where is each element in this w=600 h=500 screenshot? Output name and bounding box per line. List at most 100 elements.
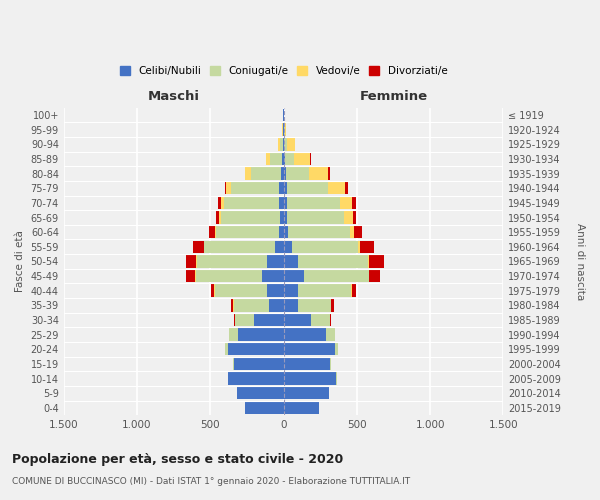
- Bar: [216, 226, 279, 238]
- Bar: [231, 299, 233, 312]
- Bar: [352, 196, 356, 209]
- Bar: [368, 255, 370, 268]
- Bar: [309, 168, 328, 180]
- Bar: [284, 328, 326, 341]
- Text: Popolazione per età, sesso e stato civile - 2020: Popolazione per età, sesso e stato civil…: [12, 452, 343, 466]
- Bar: [284, 182, 287, 194]
- Bar: [368, 270, 370, 282]
- Bar: [352, 284, 356, 297]
- Bar: [287, 212, 344, 224]
- Bar: [197, 255, 268, 268]
- Bar: [254, 314, 284, 326]
- Bar: [310, 153, 311, 165]
- Bar: [268, 255, 284, 268]
- Bar: [245, 402, 284, 414]
- Bar: [358, 240, 360, 253]
- Bar: [286, 168, 309, 180]
- Bar: [283, 138, 284, 150]
- Bar: [284, 387, 329, 400]
- Y-axis label: Fasce di età: Fasce di età: [15, 230, 25, 292]
- Bar: [360, 240, 374, 253]
- Bar: [284, 270, 304, 282]
- Legend: Celibi/Nubili, Coniugati/e, Vedovi/e, Divorziati/e: Celibi/Nubili, Coniugati/e, Vedovi/e, Di…: [116, 62, 451, 80]
- Bar: [205, 240, 275, 253]
- Bar: [228, 372, 284, 385]
- Bar: [221, 196, 224, 209]
- Bar: [284, 212, 287, 224]
- Bar: [287, 196, 340, 209]
- Bar: [284, 196, 287, 209]
- Bar: [245, 168, 251, 180]
- Bar: [304, 270, 368, 282]
- Bar: [284, 138, 287, 150]
- Bar: [196, 255, 197, 268]
- Bar: [268, 284, 284, 297]
- Bar: [284, 168, 286, 180]
- Bar: [262, 270, 284, 282]
- Bar: [292, 240, 358, 253]
- Bar: [234, 299, 269, 312]
- Bar: [280, 212, 284, 224]
- Bar: [344, 212, 353, 224]
- Bar: [284, 402, 319, 414]
- Bar: [354, 226, 362, 238]
- Bar: [280, 138, 283, 150]
- Bar: [328, 168, 330, 180]
- Bar: [251, 168, 281, 180]
- Bar: [351, 284, 352, 297]
- Bar: [285, 153, 294, 165]
- Bar: [284, 240, 292, 253]
- Bar: [284, 226, 288, 238]
- Bar: [311, 314, 330, 326]
- Bar: [345, 182, 348, 194]
- Bar: [196, 270, 262, 282]
- Bar: [281, 168, 284, 180]
- Bar: [282, 153, 284, 165]
- Bar: [298, 255, 368, 268]
- Bar: [233, 358, 234, 370]
- Bar: [195, 270, 196, 282]
- Bar: [219, 212, 221, 224]
- Bar: [370, 270, 380, 282]
- Bar: [279, 226, 284, 238]
- Bar: [284, 255, 298, 268]
- Bar: [229, 328, 238, 341]
- Bar: [209, 226, 215, 238]
- Bar: [228, 343, 284, 355]
- Bar: [284, 358, 331, 370]
- Text: Maschi: Maschi: [148, 90, 200, 104]
- Bar: [279, 196, 284, 209]
- Bar: [331, 299, 334, 312]
- Bar: [284, 343, 335, 355]
- Bar: [335, 343, 338, 355]
- Bar: [350, 226, 354, 238]
- Bar: [298, 299, 331, 312]
- Bar: [269, 299, 284, 312]
- Bar: [234, 314, 235, 326]
- Bar: [215, 226, 216, 238]
- Bar: [224, 196, 279, 209]
- Bar: [216, 212, 219, 224]
- Text: COMUNE DI BUCCINASCO (MI) - Dati ISTAT 1° gennaio 2020 - Elaborazione TUTTITALIA: COMUNE DI BUCCINASCO (MI) - Dati ISTAT 1…: [12, 478, 410, 486]
- Bar: [186, 270, 195, 282]
- Bar: [294, 153, 310, 165]
- Text: Femmine: Femmine: [359, 90, 428, 104]
- Bar: [226, 182, 231, 194]
- Y-axis label: Anni di nascita: Anni di nascita: [575, 223, 585, 300]
- Bar: [204, 240, 205, 253]
- Bar: [326, 328, 335, 341]
- Bar: [279, 182, 284, 194]
- Bar: [284, 124, 286, 136]
- Bar: [225, 182, 226, 194]
- Bar: [284, 299, 298, 312]
- Bar: [284, 372, 337, 385]
- Bar: [298, 284, 351, 297]
- Bar: [225, 343, 228, 355]
- Bar: [231, 182, 279, 194]
- Bar: [215, 284, 268, 297]
- Bar: [266, 153, 271, 165]
- Bar: [186, 255, 196, 268]
- Bar: [284, 314, 311, 326]
- Bar: [370, 255, 384, 268]
- Bar: [353, 212, 356, 224]
